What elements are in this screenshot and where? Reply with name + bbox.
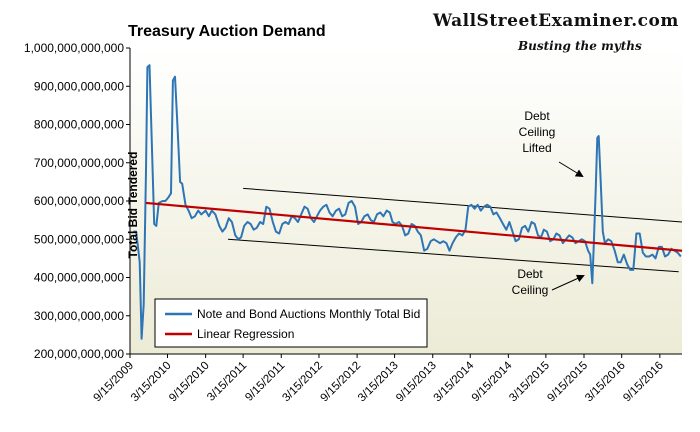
x-tick-label: 9/15/2015 (545, 360, 590, 405)
site-brand: WallStreetExaminer.com (432, 11, 679, 31)
x-tick-label: 3/15/2014 (432, 359, 477, 404)
chart-title: Treasury Auction Demand (128, 23, 326, 40)
y-tick-label: 200,000,000,000 (34, 347, 124, 361)
site-tagline: Busting the myths (517, 39, 642, 53)
legend: Note and Bond Auctions Monthly Total Bid… (154, 298, 428, 348)
x-tick-label: 3/15/2016 (583, 360, 628, 405)
annotation-text: Lifted (522, 141, 551, 155)
annotations: Debt Ceiling Lifted Debt Ceiling (512, 109, 585, 297)
y-tick-label: 500,000,000,000 (34, 232, 124, 246)
x-tick-label: 9/15/2010 (167, 360, 212, 405)
series-line-bids (133, 64, 682, 340)
series-line-regression (145, 201, 683, 252)
annotation-arrow (551, 274, 585, 291)
x-tick-label: 3/15/2010 (129, 360, 174, 405)
legend-label-bids: Note and Bond Auctions Monthly Total Bid (197, 307, 420, 321)
y-tick-label: 900,000,000,000 (34, 79, 124, 93)
annotation-text: Ceiling (512, 283, 549, 297)
x-axis: 9/15/20093/15/20109/15/20103/15/20119/15… (91, 354, 666, 405)
series-layer (133, 64, 683, 340)
trend-channel (227, 187, 683, 273)
y-tick-label: 600,000,000,000 (34, 194, 124, 208)
y-tick-label: 800,000,000,000 (34, 118, 124, 132)
annotation-text: Debt (524, 109, 550, 123)
annotation-arrow (558, 161, 584, 178)
annotation-text: Ceiling (519, 125, 556, 139)
y-tick-label: 400,000,000,000 (34, 271, 124, 285)
x-tick-label: 3/15/2015 (507, 360, 552, 405)
channel-line-lower (227, 238, 679, 273)
y-tick-label: 1,000,000,000,000 (24, 41, 124, 55)
legend-box (154, 298, 428, 348)
x-tick-label: 3/15/2012 (280, 360, 325, 405)
legend-label-regression: Linear Regression (197, 327, 294, 341)
x-tick-label: 3/15/2011 (205, 360, 249, 404)
x-tick-label: 3/15/2013 (356, 360, 401, 405)
y-tick-label: 700,000,000,000 (34, 156, 124, 170)
annotation-text: Debt (517, 267, 543, 281)
y-tick-label: 300,000,000,000 (34, 309, 124, 323)
y-axis-label: Total Bid Tendered (126, 152, 140, 259)
channel-line-upper (243, 187, 683, 223)
y-axis: 1,000,000,000,000 900,000,000,000 800,000,… (24, 41, 130, 361)
x-tick-label: 9/15/2016 (621, 360, 666, 405)
